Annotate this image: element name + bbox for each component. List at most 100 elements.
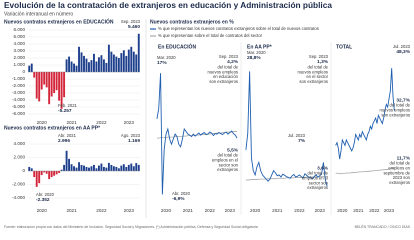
annotation: Sep. 2023 [309, 54, 329, 59]
bar [107, 44, 110, 72]
y-tick-label: 1.000 [14, 62, 26, 67]
annotation: empleos en el [302, 176, 328, 181]
bar [35, 171, 38, 187]
x-tick-label: 2020 [250, 208, 261, 213]
x-tick-label: 2021 [66, 120, 77, 125]
bar [38, 171, 41, 184]
x-tick-label: 2023 [124, 120, 135, 125]
annotation: nuevos empleos [208, 69, 239, 74]
annotation: Sep. 2023 [121, 19, 141, 24]
bar [40, 171, 43, 176]
y-tick-label: -5.000 [12, 104, 25, 109]
annotation: en el sector [306, 74, 328, 79]
y-tick-label: -3.000 [12, 90, 25, 95]
annotation: 32,7% [396, 97, 410, 103]
annotation: 5.460 [128, 24, 140, 30]
annotation: del total de [218, 153, 239, 158]
chart-title: Nuevos contratos extranjeros en AA PP* [4, 125, 100, 131]
x-tick-label: 2023 [384, 208, 395, 213]
bar [65, 59, 68, 72]
bar [88, 62, 90, 72]
annotation: del total de [218, 65, 239, 70]
bar [53, 72, 56, 93]
y-tick-label: -2.000 [12, 182, 25, 187]
bar [122, 50, 125, 72]
bar [95, 168, 98, 171]
x-tick-label: 2022 [96, 208, 107, 213]
annotation: septiembre de [383, 170, 410, 175]
background [0, 0, 414, 232]
bar [70, 61, 73, 72]
legend-label: % que representan sobre el total de cont… [158, 33, 263, 38]
annotation: 17% [157, 60, 167, 66]
y-tick-label: -6.000 [12, 111, 25, 116]
annotation: del total de [390, 161, 411, 166]
annotation: son extranjeros [209, 79, 238, 84]
bar [30, 168, 33, 171]
bar [112, 166, 115, 171]
annotation: 2023 son [393, 175, 411, 180]
chart-title: Nuevos contratos extranjeros en EDUCACIÓ… [4, 17, 114, 25]
bar [137, 164, 140, 171]
bar [55, 171, 58, 175]
annotation: son extranjeros [381, 112, 410, 117]
bar [68, 158, 71, 171]
bar [90, 60, 93, 72]
bar [117, 58, 120, 72]
bar [43, 171, 46, 173]
x-tick-label: 2021 [353, 208, 364, 213]
x-tick-label: 2022 [369, 208, 380, 213]
annotation: 11,7% [397, 155, 411, 161]
bar [58, 171, 61, 174]
annotation: -2.352 [36, 197, 50, 203]
bar [28, 65, 31, 72]
bar [73, 63, 75, 72]
bar [137, 33, 140, 72]
bar [70, 164, 73, 171]
x-tick-label: 2020 [37, 120, 48, 125]
bar [65, 150, 68, 171]
bar [90, 166, 93, 171]
x-tick-label: 2021 [66, 208, 77, 213]
x-tick-label: 2020 [37, 208, 48, 213]
bar [30, 63, 33, 72]
x-tick-label: 2022 [205, 208, 216, 213]
annotation: 2.996 [58, 138, 70, 144]
annotation: 48,3% [396, 49, 410, 55]
bar [97, 165, 100, 171]
x-tick-label: 2023 [124, 208, 135, 213]
credit: BELÉN TRANCADO / CINCO DÍAS [355, 224, 411, 229]
y-tick-label: 4.000 [14, 141, 26, 146]
annotation: extranjeros [307, 185, 328, 190]
bar [68, 56, 71, 72]
source-note: Fuente: elaboración propia con datos del… [4, 225, 258, 229]
y-tick-label: 6.000 [14, 27, 26, 32]
bar [102, 166, 105, 171]
y-tick-label: 4.000 [14, 41, 26, 46]
annotation: sector son [219, 162, 239, 167]
annotation: nuevos empleos [298, 69, 329, 74]
annotation: del total de [308, 65, 329, 70]
bar [50, 72, 53, 97]
bar [120, 165, 123, 171]
infographic: Evolución de la contratación de extranje… [0, 0, 414, 232]
bar [48, 171, 51, 180]
annotation: extranjeros [217, 167, 238, 172]
bar [100, 55, 103, 72]
bar [85, 58, 88, 72]
annotation: 28,8% [247, 55, 261, 61]
bar [48, 72, 51, 105]
bar [45, 72, 48, 88]
bar [130, 163, 133, 171]
line-series [335, 68, 395, 160]
annotation: 4,2% [227, 59, 239, 65]
annotation: en educación [213, 74, 239, 79]
annotation: empleos en [388, 166, 410, 171]
line-series [335, 167, 395, 175]
bar [93, 164, 95, 171]
annotation: sector son [309, 180, 329, 185]
bar [63, 164, 66, 171]
x-tick-label: 2021 [183, 208, 194, 213]
line-series [156, 73, 238, 195]
bar [58, 72, 61, 101]
